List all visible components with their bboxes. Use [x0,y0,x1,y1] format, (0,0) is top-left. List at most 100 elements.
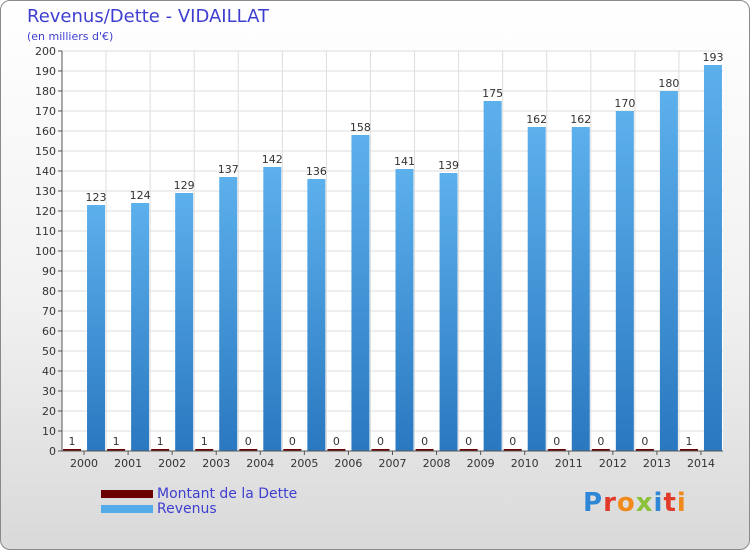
data-label-revenue: 123 [86,191,107,204]
bar-revenue [395,169,414,451]
y-tick-label: 170 [35,105,56,118]
bar-debt [283,449,302,451]
data-label-revenue: 162 [570,113,591,126]
bar-debt [547,449,566,451]
data-label-debt: 0 [333,435,340,448]
bar-debt [371,449,390,451]
bar-revenue [703,65,722,451]
y-tick-label: 10 [42,425,56,438]
data-label-revenue: 129 [174,179,195,192]
y-tick-label: 110 [35,225,56,238]
bar-revenue [483,101,502,451]
bar-revenue [263,167,282,451]
data-label-debt: 1 [685,435,692,448]
bar-revenue [527,127,546,451]
x-tick-label: 2001 [114,457,142,470]
legend-label-debt: Montant de la Dette [157,486,298,502]
data-label-debt: 0 [641,435,648,448]
bar-revenue [659,91,678,451]
y-tick-label: 150 [35,145,56,158]
x-tick-label: 2003 [202,457,230,470]
bar-debt [503,449,522,451]
data-label-debt: 1 [69,435,76,448]
bar-revenue [307,179,326,451]
y-tick-label: 130 [35,185,56,198]
bar-revenue [87,205,106,451]
bar-debt [63,449,82,451]
chart-subtitle: (en milliers d'€) [27,30,114,43]
x-tick-label: 2010 [511,457,539,470]
bar-debt [151,449,170,451]
data-label-revenue: 142 [262,153,283,166]
y-tick-label: 20 [42,405,56,418]
y-tick-label: 40 [42,365,56,378]
bar-revenue [175,193,194,451]
legend-label-revenue: Revenus [157,501,217,517]
data-label-revenue: 141 [394,155,415,168]
x-tick-label: 2002 [158,457,186,470]
y-tick-label: 140 [35,165,56,178]
chart-title: Revenus/Dette - VIDAILLAT [27,6,269,27]
y-tick-label: 200 [35,45,56,58]
data-label-debt: 0 [245,435,252,448]
bar-debt [679,449,698,451]
data-label-revenue: 170 [614,97,635,110]
data-label-revenue: 139 [438,159,459,172]
data-label-debt: 1 [157,435,164,448]
x-tick-label: 2000 [70,457,98,470]
data-label-debt: 0 [553,435,560,448]
bar-debt [415,449,434,451]
proxiti-logo: Proxiti [583,488,687,518]
data-label-debt: 0 [509,435,516,448]
data-label-debt: 0 [465,435,472,448]
bar-debt [239,449,258,451]
data-label-debt: 1 [113,435,120,448]
x-tick-label: 2011 [555,457,583,470]
bar-debt [635,449,654,451]
y-tick-label: 0 [49,445,56,458]
x-tick-label: 2006 [334,457,362,470]
bar-debt [591,449,610,451]
x-tick-label: 2009 [467,457,495,470]
legend-swatch-debt [101,490,153,498]
y-tick-label: 80 [42,285,56,298]
data-label-revenue: 175 [482,87,503,100]
bar-debt [327,449,346,451]
bar-debt [459,449,478,451]
bar-revenue [615,111,634,451]
bar-debt [195,449,214,451]
bar-debt [107,449,126,451]
bar-revenue [439,173,458,451]
y-tick-label: 190 [35,65,56,78]
bar-revenue [351,135,370,451]
data-label-revenue: 158 [350,121,371,134]
data-label-revenue: 162 [526,113,547,126]
data-label-debt: 0 [597,435,604,448]
data-label-debt: 0 [289,435,296,448]
y-tick-label: 60 [42,325,56,338]
y-tick-label: 30 [42,385,56,398]
y-tick-label: 70 [42,305,56,318]
x-tick-label: 2007 [379,457,407,470]
data-label-revenue: 180 [658,77,679,90]
y-tick-label: 100 [35,245,56,258]
x-tick-label: 2005 [290,457,318,470]
bar-revenue [571,127,590,451]
x-tick-label: 2014 [687,457,715,470]
data-label-debt: 0 [421,435,428,448]
x-tick-label: 2004 [246,457,274,470]
y-tick-label: 180 [35,85,56,98]
data-label-debt: 0 [377,435,384,448]
data-label-revenue: 124 [130,189,151,202]
bar-revenue [131,203,150,451]
data-label-revenue: 137 [218,163,239,176]
y-tick-label: 50 [42,345,56,358]
x-tick-label: 2012 [599,457,627,470]
x-tick-label: 2013 [643,457,671,470]
bar-revenue [219,177,238,451]
y-tick-label: 160 [35,125,56,138]
data-label-revenue: 193 [702,51,723,64]
data-label-debt: 1 [201,435,208,448]
